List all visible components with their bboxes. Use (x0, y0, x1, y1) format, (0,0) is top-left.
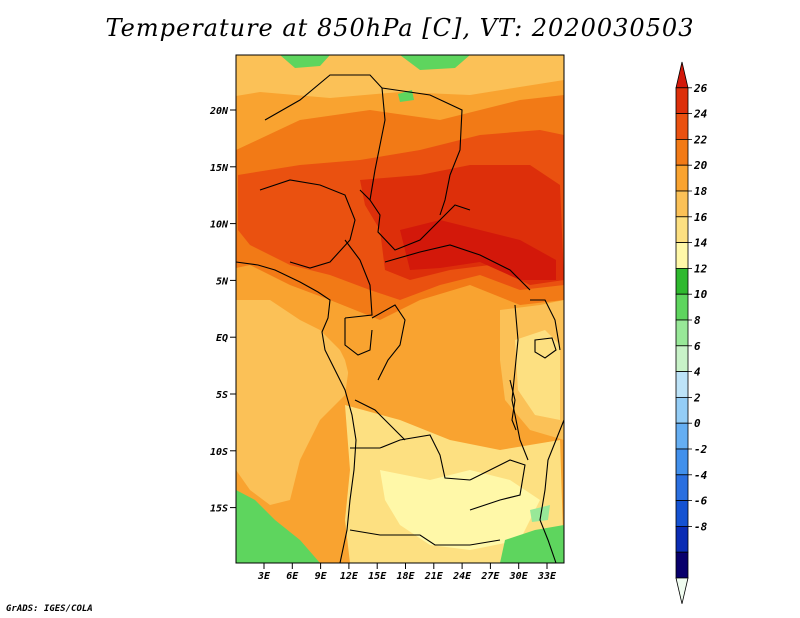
lat-tick-label: 15N (210, 163, 229, 174)
colorbar-label: 2 (693, 391, 701, 404)
colorbar-label: 24 (693, 108, 708, 121)
colorbar-segment (675, 87, 689, 115)
colorbar-segment (675, 319, 689, 347)
colorbar-label: -4 (694, 469, 708, 482)
colorbar-segment (675, 216, 689, 244)
colorbar-label: -8 (694, 520, 708, 533)
lon-tick-label: 6E (286, 571, 299, 582)
colorbar-label: -6 (694, 495, 708, 508)
lon-tick-label: 3E (257, 571, 271, 582)
lat-tick-label: 15S (210, 504, 228, 515)
lon-tick-label: 24E (452, 571, 472, 582)
map-frame (235, 54, 565, 564)
field-north-green (280, 55, 330, 68)
colorbar-label: 8 (694, 314, 701, 327)
lat-tick-label: 10N (210, 220, 229, 231)
colorbar-segment (675, 293, 689, 321)
coastline-west (236, 261, 357, 563)
lon-tick-label: 27E (480, 571, 500, 582)
colorbar-label: 14 (694, 237, 708, 250)
colorbar-top-triangle (675, 61, 689, 89)
colorbar-label: -2 (694, 443, 708, 456)
field-18-west (236, 300, 350, 505)
border-chad (369, 199, 471, 251)
map-boundaries (236, 74, 564, 563)
lat-tick-label: 20N (209, 106, 229, 117)
lon-tick-label: 9E (315, 571, 328, 582)
lake-victoria (534, 337, 557, 359)
lon-tick-label: 30E (509, 571, 529, 582)
lat-tick-label: 5N (216, 276, 229, 287)
border-south-b (349, 529, 501, 546)
lat-tick-label: 10S (210, 447, 228, 458)
coastline-east (539, 419, 564, 563)
temperature-field (236, 55, 564, 563)
colorbar-label: 16 (694, 211, 708, 224)
colorbar-segment (675, 551, 689, 579)
colorbar-segment (675, 448, 689, 476)
colorbar-bottom-triangle (675, 577, 689, 604)
colorbar-label: 22 (693, 133, 708, 146)
field-20-congo (330, 310, 540, 445)
colorbar-segment (675, 422, 689, 450)
border-south-a (350, 434, 471, 481)
lake-tanganyika (509, 379, 517, 431)
lon-ticks: 3E 6E 9E 12E 15E 18E 21E 24E 27E 30E 33E (257, 563, 557, 582)
border-gabon (344, 318, 373, 356)
colorbar-segment (675, 164, 689, 192)
chart-title: Temperature at 850hPa [C], VT: 202003050… (105, 14, 695, 42)
colorbar-label: 0 (694, 417, 701, 430)
grads-credit: GrADS: IGES/COLA (6, 604, 93, 614)
colorbar-segment (675, 474, 689, 501)
colorbar-segment (675, 345, 689, 372)
field-north-green3 (398, 90, 414, 102)
colorbar-segment (675, 242, 689, 269)
colorbar-label: 18 (694, 185, 708, 198)
colorbar-segment (675, 190, 689, 218)
colorbar-segment (675, 113, 689, 140)
colorbar-segment (675, 500, 689, 527)
field-green-sw (236, 490, 320, 563)
border-car (384, 244, 531, 291)
border-drc-east (511, 304, 529, 461)
colorbar-label: 26 (693, 82, 708, 95)
colorbar-label: 10 (694, 288, 708, 301)
lon-tick-label: 33E (537, 571, 557, 582)
lat-tick-label: 5S (216, 390, 228, 401)
colorbar-label: 6 (694, 340, 701, 353)
field-26-core2 (400, 220, 556, 280)
border-east-c (530, 299, 561, 351)
lon-tick-label: 15E (368, 571, 387, 582)
colorbar-segment (675, 396, 689, 424)
field-north-green2 (400, 55, 470, 70)
field-16-east (515, 330, 560, 420)
lon-tick-label: 21E (424, 571, 444, 582)
lat-ticks: 20N 15N 10N 5N EQ 5S 10S 15S (209, 106, 236, 515)
border-nigeria (259, 179, 356, 269)
lon-tick-label: 18E (396, 571, 415, 582)
border-angola (354, 399, 406, 441)
border-congo (371, 304, 406, 381)
colorbar-segment (675, 526, 689, 553)
colorbar-label: 20 (693, 159, 708, 172)
field-green-se (500, 525, 564, 563)
border-zambia (469, 459, 526, 511)
colorbar-label: 12 (694, 262, 708, 275)
border-cameroon (344, 239, 373, 319)
colorbar-label: 4 (694, 366, 701, 379)
colorbar-segment (675, 138, 689, 166)
lon-tick-label: 12E (340, 571, 359, 582)
border-north2 (381, 87, 463, 216)
colorbar-segment (675, 267, 689, 295)
field-14-south (380, 470, 540, 550)
colorbar-segment (675, 371, 689, 398)
lat-tick-label: EQ (216, 333, 228, 344)
field-green-se2 (530, 505, 550, 522)
